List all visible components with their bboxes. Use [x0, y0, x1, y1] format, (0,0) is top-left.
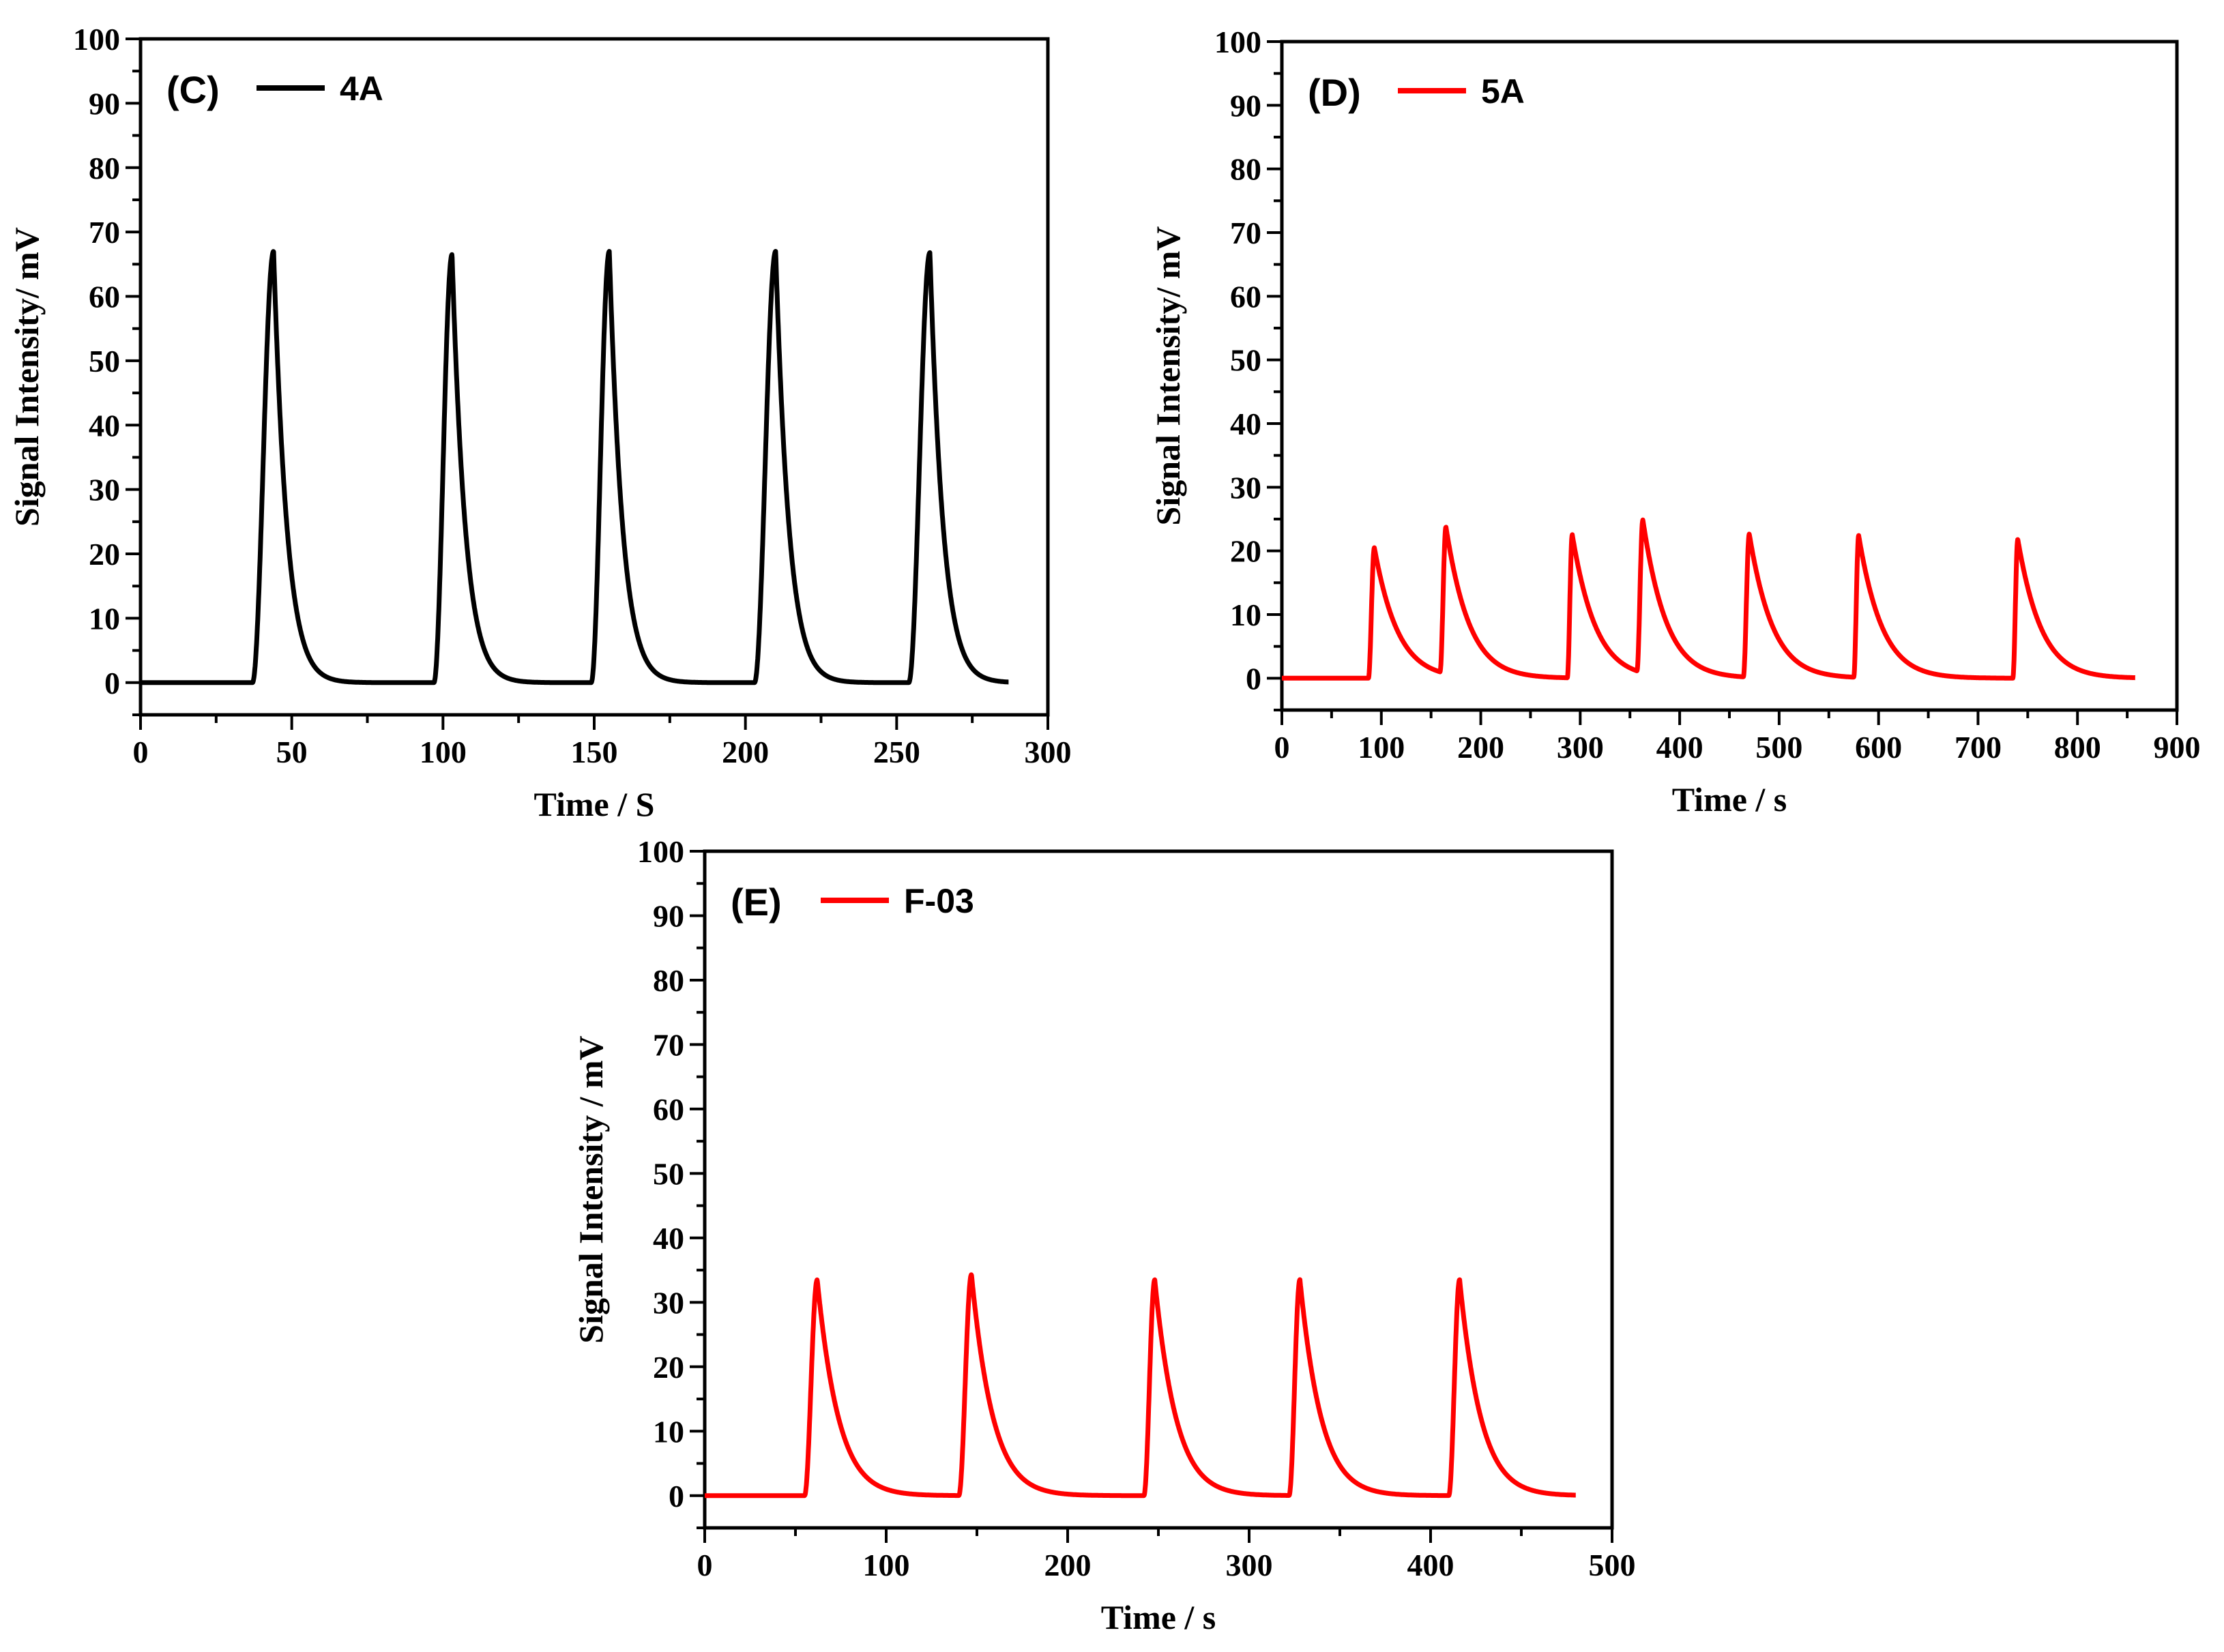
y-tick-label: 80 — [1230, 152, 1261, 187]
y-tick-label: 50 — [89, 344, 120, 379]
y-axis-label: Signal Intensity / mV — [572, 1035, 610, 1343]
y-tick-label: 20 — [89, 537, 120, 572]
y-tick-label: 90 — [653, 898, 684, 933]
x-tick-label: 100 — [1358, 730, 1405, 765]
y-tick-label: 100 — [73, 22, 120, 57]
x-tick-label: 100 — [420, 735, 467, 769]
series-line-4a — [138, 249, 1011, 685]
y-tick-label: 100 — [637, 834, 684, 869]
chart-panel-d: 0 100 200 300 400 500 600 700 800 900 0 10 20 30 40 50 6… — [1149, 25, 2201, 818]
x-tick-label: 400 — [1407, 1548, 1454, 1582]
y-tick-label: 10 — [89, 601, 120, 636]
x-tick-label: 300 — [1226, 1548, 1273, 1582]
x-tick-label: 250 — [873, 735, 920, 769]
x-tick-label: 800 — [2054, 730, 2101, 765]
y-tick-label: 20 — [1230, 534, 1261, 569]
x-tick-label: 0 — [697, 1548, 713, 1582]
x-tick-label: 500 — [1589, 1548, 1636, 1582]
x-tick-label: 150 — [571, 735, 618, 769]
y-axis-label: Signal Intensity/ mV — [8, 227, 46, 527]
y-tick-label: 60 — [89, 280, 120, 314]
x-tick-label: 0 — [133, 735, 149, 769]
legend-label: 4A — [340, 70, 383, 108]
y-tick-label: 40 — [89, 408, 120, 443]
x-axis-label: Time / s — [1672, 780, 1787, 818]
y-tick-label: 50 — [1230, 343, 1261, 378]
y-tick-label: 20 — [653, 1350, 684, 1385]
y-tick-label: 90 — [1230, 88, 1261, 123]
x-tick-label: 900 — [2154, 730, 2201, 765]
legend-label: 5A — [1481, 72, 1525, 110]
y-tick-label: 70 — [1230, 216, 1261, 250]
x-tick-label: 200 — [722, 735, 769, 769]
x-tick-label: 200 — [1044, 1548, 1092, 1582]
y-axis-label: Signal Intensity/ mV — [1149, 226, 1187, 526]
y-tick-label: 70 — [653, 1027, 684, 1062]
y-tick-label: 60 — [653, 1092, 684, 1127]
x-tick-label: 100 — [863, 1548, 910, 1582]
x-tick-label: 300 — [1557, 730, 1604, 765]
x-axis-label: Time / S — [534, 785, 655, 823]
y-tick-label: 30 — [89, 473, 120, 507]
series-line-f-03 — [702, 1272, 1578, 1499]
y-tick-label: 30 — [1230, 470, 1261, 505]
y-tick-label: 90 — [89, 86, 120, 121]
x-tick-label: 200 — [1457, 730, 1504, 765]
y-tick-label: 80 — [653, 963, 684, 998]
x-tick-label: 400 — [1656, 730, 1703, 765]
y-tick-label: 60 — [1230, 279, 1261, 314]
y-tick-label: 10 — [653, 1414, 684, 1449]
legend-label: F-03 — [904, 882, 974, 920]
y-tick-label: 30 — [653, 1285, 684, 1320]
x-tick-label: 600 — [1855, 730, 1902, 765]
y-tick-label: 0 — [669, 1479, 684, 1514]
chart-panel-c: 0 50 100 150 200 250 300 0 10 20 30 40 50 60 70 80 90 100… — [8, 22, 1072, 823]
y-tick-label: 40 — [653, 1221, 684, 1256]
chart-panel-e: 0 100 200 300 400 500 0 10 20 30 40 50 60 70 80 90 100 Ti… — [572, 834, 1636, 1636]
series-line-5a — [1279, 517, 2137, 681]
x-axis-label: Time / s — [1101, 1598, 1216, 1636]
y-tick-label: 100 — [1214, 25, 1261, 59]
panel-label: (C) — [166, 68, 220, 111]
x-tick-label: 0 — [1274, 730, 1290, 765]
y-tick-label: 10 — [1230, 598, 1261, 632]
panel-label: (D) — [1308, 71, 1361, 114]
y-tick-label: 70 — [89, 215, 120, 250]
x-tick-label: 50 — [276, 735, 308, 769]
x-tick-label: 300 — [1025, 735, 1072, 769]
y-tick-label: 80 — [89, 151, 120, 186]
y-tick-label: 0 — [1246, 661, 1261, 696]
x-tick-label: 500 — [1755, 730, 1802, 765]
y-tick-label: 40 — [1230, 407, 1261, 441]
panel-label: (E) — [731, 881, 782, 924]
y-tick-label: 0 — [104, 666, 120, 700]
y-tick-label: 50 — [653, 1156, 684, 1191]
x-tick-label: 700 — [1955, 730, 2002, 765]
